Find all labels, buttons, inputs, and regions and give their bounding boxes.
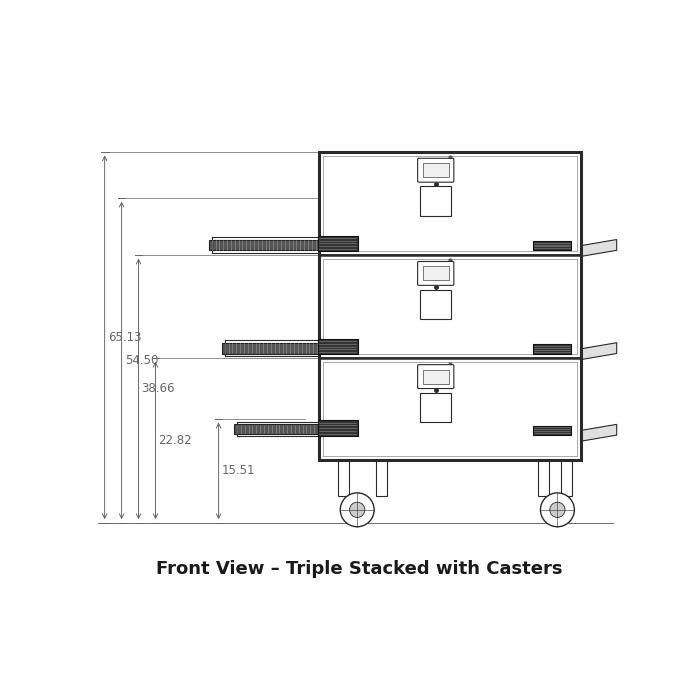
Bar xyxy=(318,339,358,354)
Text: 54.50: 54.50 xyxy=(125,354,158,367)
Text: 38.66: 38.66 xyxy=(141,382,175,396)
Text: 65.13: 65.13 xyxy=(108,331,141,344)
Bar xyxy=(377,460,387,496)
FancyBboxPatch shape xyxy=(418,158,454,182)
Circle shape xyxy=(550,502,565,517)
Bar xyxy=(222,343,321,354)
Bar xyxy=(420,290,452,319)
Bar xyxy=(323,362,577,456)
Bar xyxy=(533,344,571,354)
Bar xyxy=(318,236,358,251)
FancyBboxPatch shape xyxy=(418,262,454,286)
Bar xyxy=(338,460,349,496)
Polygon shape xyxy=(580,239,617,256)
Bar xyxy=(323,155,577,251)
Bar xyxy=(323,259,577,354)
Bar xyxy=(318,358,580,460)
Text: 22.82: 22.82 xyxy=(158,434,193,447)
Text: 15.51: 15.51 xyxy=(222,464,256,477)
Bar xyxy=(318,152,580,460)
Bar xyxy=(318,421,358,436)
Circle shape xyxy=(340,493,374,526)
Bar xyxy=(423,370,449,384)
Circle shape xyxy=(349,502,365,517)
Bar xyxy=(318,152,580,255)
Bar xyxy=(538,460,549,496)
Bar xyxy=(533,241,571,251)
Bar xyxy=(423,267,449,281)
Bar xyxy=(234,424,321,433)
Polygon shape xyxy=(580,424,617,441)
Bar xyxy=(420,393,452,422)
Bar xyxy=(533,426,571,435)
Bar xyxy=(423,163,449,177)
Bar xyxy=(420,186,452,216)
Bar xyxy=(561,460,572,496)
Bar xyxy=(209,239,321,251)
Text: Front View – Triple Stacked with Casters: Front View – Triple Stacked with Casters xyxy=(155,560,562,578)
FancyBboxPatch shape xyxy=(418,365,454,388)
Polygon shape xyxy=(580,343,617,360)
Circle shape xyxy=(540,493,575,526)
Bar xyxy=(318,255,580,358)
